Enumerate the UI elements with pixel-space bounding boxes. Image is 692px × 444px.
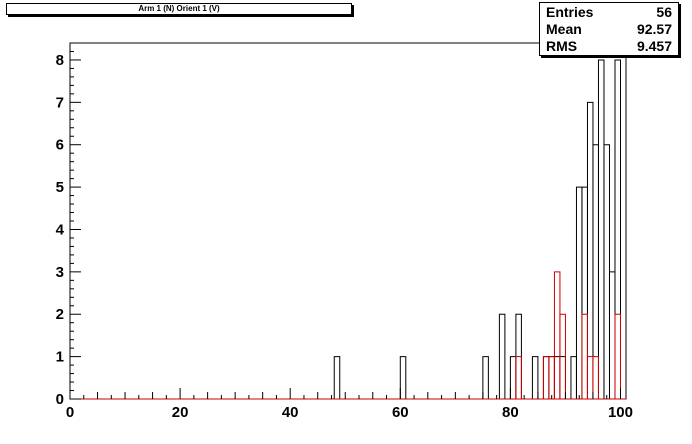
plot-frame — [69, 42, 627, 400]
stats-row-entries: Entries 56 — [546, 4, 672, 21]
stats-row-mean: Mean 92.57 — [546, 21, 672, 38]
y-tick-label: 6 — [56, 137, 64, 154]
histogram-bin-s0-19 — [614, 59, 621, 399]
x-tick-label: 60 — [392, 404, 409, 421]
y-tick-label: 7 — [56, 94, 64, 111]
stats-label-mean: Mean — [546, 21, 582, 37]
x-tick-label: 0 — [66, 404, 74, 421]
stats-value-rms: 9.457 — [636, 38, 672, 54]
histogram-bin-s0-6 — [531, 356, 539, 399]
histogram-bin-s1-7 — [592, 356, 599, 399]
x-tick-label: 40 — [282, 404, 299, 421]
x-tick-label: 100 — [608, 404, 633, 421]
y-tick-label: 0 — [56, 391, 64, 408]
histogram-bin-s0-1 — [399, 356, 407, 399]
y-tick-label: 3 — [56, 264, 64, 281]
x-tick-label: 80 — [502, 404, 519, 421]
histogram-bin-s0-0 — [333, 356, 341, 399]
histogram-bin-s1-4 — [559, 313, 566, 399]
plot-title: Arm 1 (N) Orient 1 (V) — [138, 4, 220, 13]
stats-label-rms: RMS — [546, 38, 578, 54]
y-tick-label: 8 — [56, 52, 64, 69]
stats-value-entries: 56 — [656, 4, 672, 20]
stats-value-mean: 92.57 — [636, 21, 672, 37]
histogram-bin-s0-3 — [498, 313, 506, 399]
histogram-bin-s1-8 — [614, 313, 621, 399]
stats-row-rms: RMS 9.457 — [546, 38, 672, 55]
y-tick-label: 4 — [56, 221, 65, 238]
y-tick-label: 1 — [56, 349, 64, 366]
histogram-bin-s1-0 — [515, 356, 522, 399]
stats-box: Entries 56 Mean 92.57 RMS 9.457 — [539, 2, 679, 56]
histogram-bin-s0-2 — [482, 356, 489, 399]
stats-label-entries: Entries — [546, 4, 594, 20]
y-tick-label: 2 — [56, 306, 64, 323]
y-tick-label: 5 — [56, 179, 64, 196]
x-tick-label: 20 — [172, 404, 189, 421]
plot-title-box: Arm 1 (N) Orient 1 (V) — [6, 3, 352, 15]
